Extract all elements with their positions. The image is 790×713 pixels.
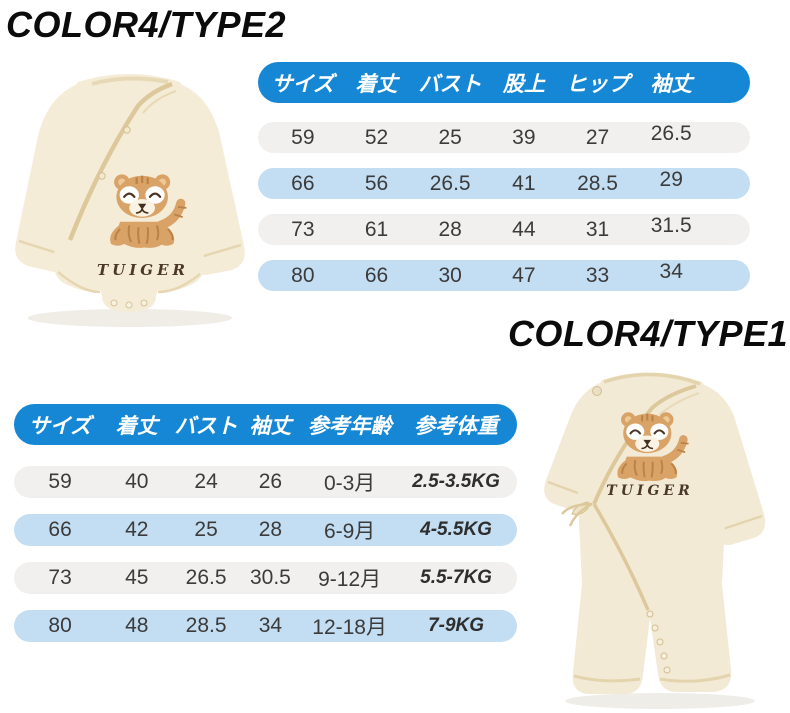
snap-button (123, 126, 131, 134)
table-cell: 30 (438, 263, 462, 287)
romper-photo: TUIGER (544, 372, 766, 709)
table-cell: 45 (125, 566, 149, 589)
table-cell: 59 (291, 125, 315, 149)
table-cell-weight: 7-9KG (428, 615, 485, 636)
size-table-type2: サイズ 着丈 バスト 股上 ヒップ 袖丈 59 52 25 39 27 26.5… (258, 62, 750, 306)
table-cell: 59 (48, 470, 72, 493)
table-cell: 39 (512, 125, 536, 149)
table-row: 73 61 28 44 31 31.5 (258, 214, 750, 245)
snap-button (646, 610, 654, 618)
table-header-cell: 参考年齢 (307, 414, 392, 438)
table-cell: 47 (512, 263, 536, 287)
toggle-button (592, 386, 602, 396)
table-row: 80 48 28.5 34 12-18月 7-9KG (14, 610, 517, 642)
photo-shadow (565, 693, 755, 709)
bodysuit-photo: TUIGER (15, 74, 245, 327)
table-cell: 80 (291, 263, 315, 287)
snap-button (663, 666, 671, 674)
table-cell: 40 (125, 470, 149, 493)
bodysuit-illustration: TUIGER (15, 74, 245, 312)
table-cell: 61 (364, 217, 389, 241)
table-cell: 41 (512, 171, 536, 195)
snap-button (651, 624, 659, 632)
table-cell-weight: 2.5-3.5KG (412, 471, 500, 492)
snap-button (140, 299, 148, 307)
snap-button (125, 301, 133, 309)
table-header-cell: 参考体重 (414, 414, 499, 438)
table-header: サイズ 着丈 バスト 股上 ヒップ 袖丈 (258, 62, 750, 103)
title-type2: COLOR4/TYPE2 (6, 4, 287, 45)
table-header-cell: バスト (418, 72, 482, 96)
table-cell: 33 (585, 263, 610, 287)
table-cell: 52 (364, 125, 389, 149)
table-cell: 12-18月 (312, 616, 387, 639)
table-cell: 28 (438, 217, 462, 241)
table-cell: 56 (364, 171, 389, 195)
table-row: 59 52 25 39 27 26.5 (258, 122, 750, 153)
table-header-cell: 袖丈 (249, 414, 292, 438)
snap-button (110, 299, 118, 307)
table-cell: 73 (291, 217, 315, 241)
size-table-type1: サイズ 着丈 バスト 袖丈 参考年齢 参考体重 59 40 24 26 0-3月… (14, 404, 517, 658)
table-cell: 25 (194, 518, 218, 541)
table-cell: 26.5 (650, 121, 692, 145)
table-cell: 6-9月 (323, 520, 376, 543)
table-cell: 31 (585, 217, 610, 241)
table-cell: 66 (48, 518, 72, 541)
table-cell: 66 (291, 171, 315, 195)
table-header-cell: 着丈 (355, 72, 398, 96)
table-row: 73 45 26.5 30.5 9-12月 5.5-7KG (14, 562, 517, 594)
table-cell: 30.5 (249, 566, 291, 589)
table-header-cell: ヒップ (566, 72, 630, 96)
table-cell: 26.5 (185, 566, 227, 589)
table-header-cell: サイズ (271, 72, 335, 96)
table-cell: 28 (258, 518, 283, 541)
table-header: サイズ 着丈 バスト 袖丈 参考年齢 参考体重 (14, 404, 517, 445)
table-cell-weight: 5.5-7KG (420, 567, 492, 588)
table-cell: 34 (258, 614, 283, 637)
table-cell: 28.5 (185, 614, 227, 637)
table-cell: 66 (364, 263, 389, 287)
table-cell: 34 (659, 259, 683, 283)
table-cell: 80 (48, 614, 72, 637)
table-cell: 31.5 (650, 213, 692, 237)
table-row: 66 42 25 28 6-9月 4-5.5KG (14, 514, 517, 546)
table-cell: 48 (125, 614, 149, 637)
table-cell: 42 (125, 518, 149, 541)
garment-print-text: TUIGER (606, 483, 693, 499)
snap-button (660, 652, 668, 660)
table-cell-weight: 4-5.5KG (420, 519, 492, 540)
table-header-cell: サイズ (28, 414, 92, 438)
table-cell: 0-3月 (323, 472, 376, 495)
table-header-cell: 着丈 (115, 414, 158, 438)
table-row: 59 40 24 26 0-3月 2.5-3.5KG (14, 466, 517, 498)
snap-button (656, 638, 664, 646)
table-row: 80 66 30 47 33 34 (258, 260, 750, 291)
table-cell: 29 (659, 167, 683, 191)
snap-button (98, 172, 106, 180)
table-cell: 25 (438, 125, 462, 149)
table-header-cell: 股上 (502, 72, 545, 96)
table-cell: 44 (512, 217, 536, 241)
garment-print-text: TUIGER (97, 261, 189, 279)
table-header-cell: 袖丈 (650, 72, 693, 96)
table-cell: 26 (258, 470, 283, 493)
table-cell: 24 (194, 470, 218, 493)
table-row: 66 56 26.5 41 28.5 29 (258, 168, 750, 199)
title-type1: COLOR4/TYPE1 (507, 313, 788, 354)
romper-illustration: TUIGER (544, 372, 766, 694)
table-cell: 9-12月 (318, 568, 382, 591)
table-cell: 27 (585, 125, 610, 149)
photo-shadow (28, 309, 232, 327)
table-cell: 28.5 (577, 171, 618, 195)
table-cell: 26.5 (429, 171, 471, 195)
table-cell: 73 (48, 566, 72, 589)
table-header-cell: バスト (174, 414, 238, 438)
